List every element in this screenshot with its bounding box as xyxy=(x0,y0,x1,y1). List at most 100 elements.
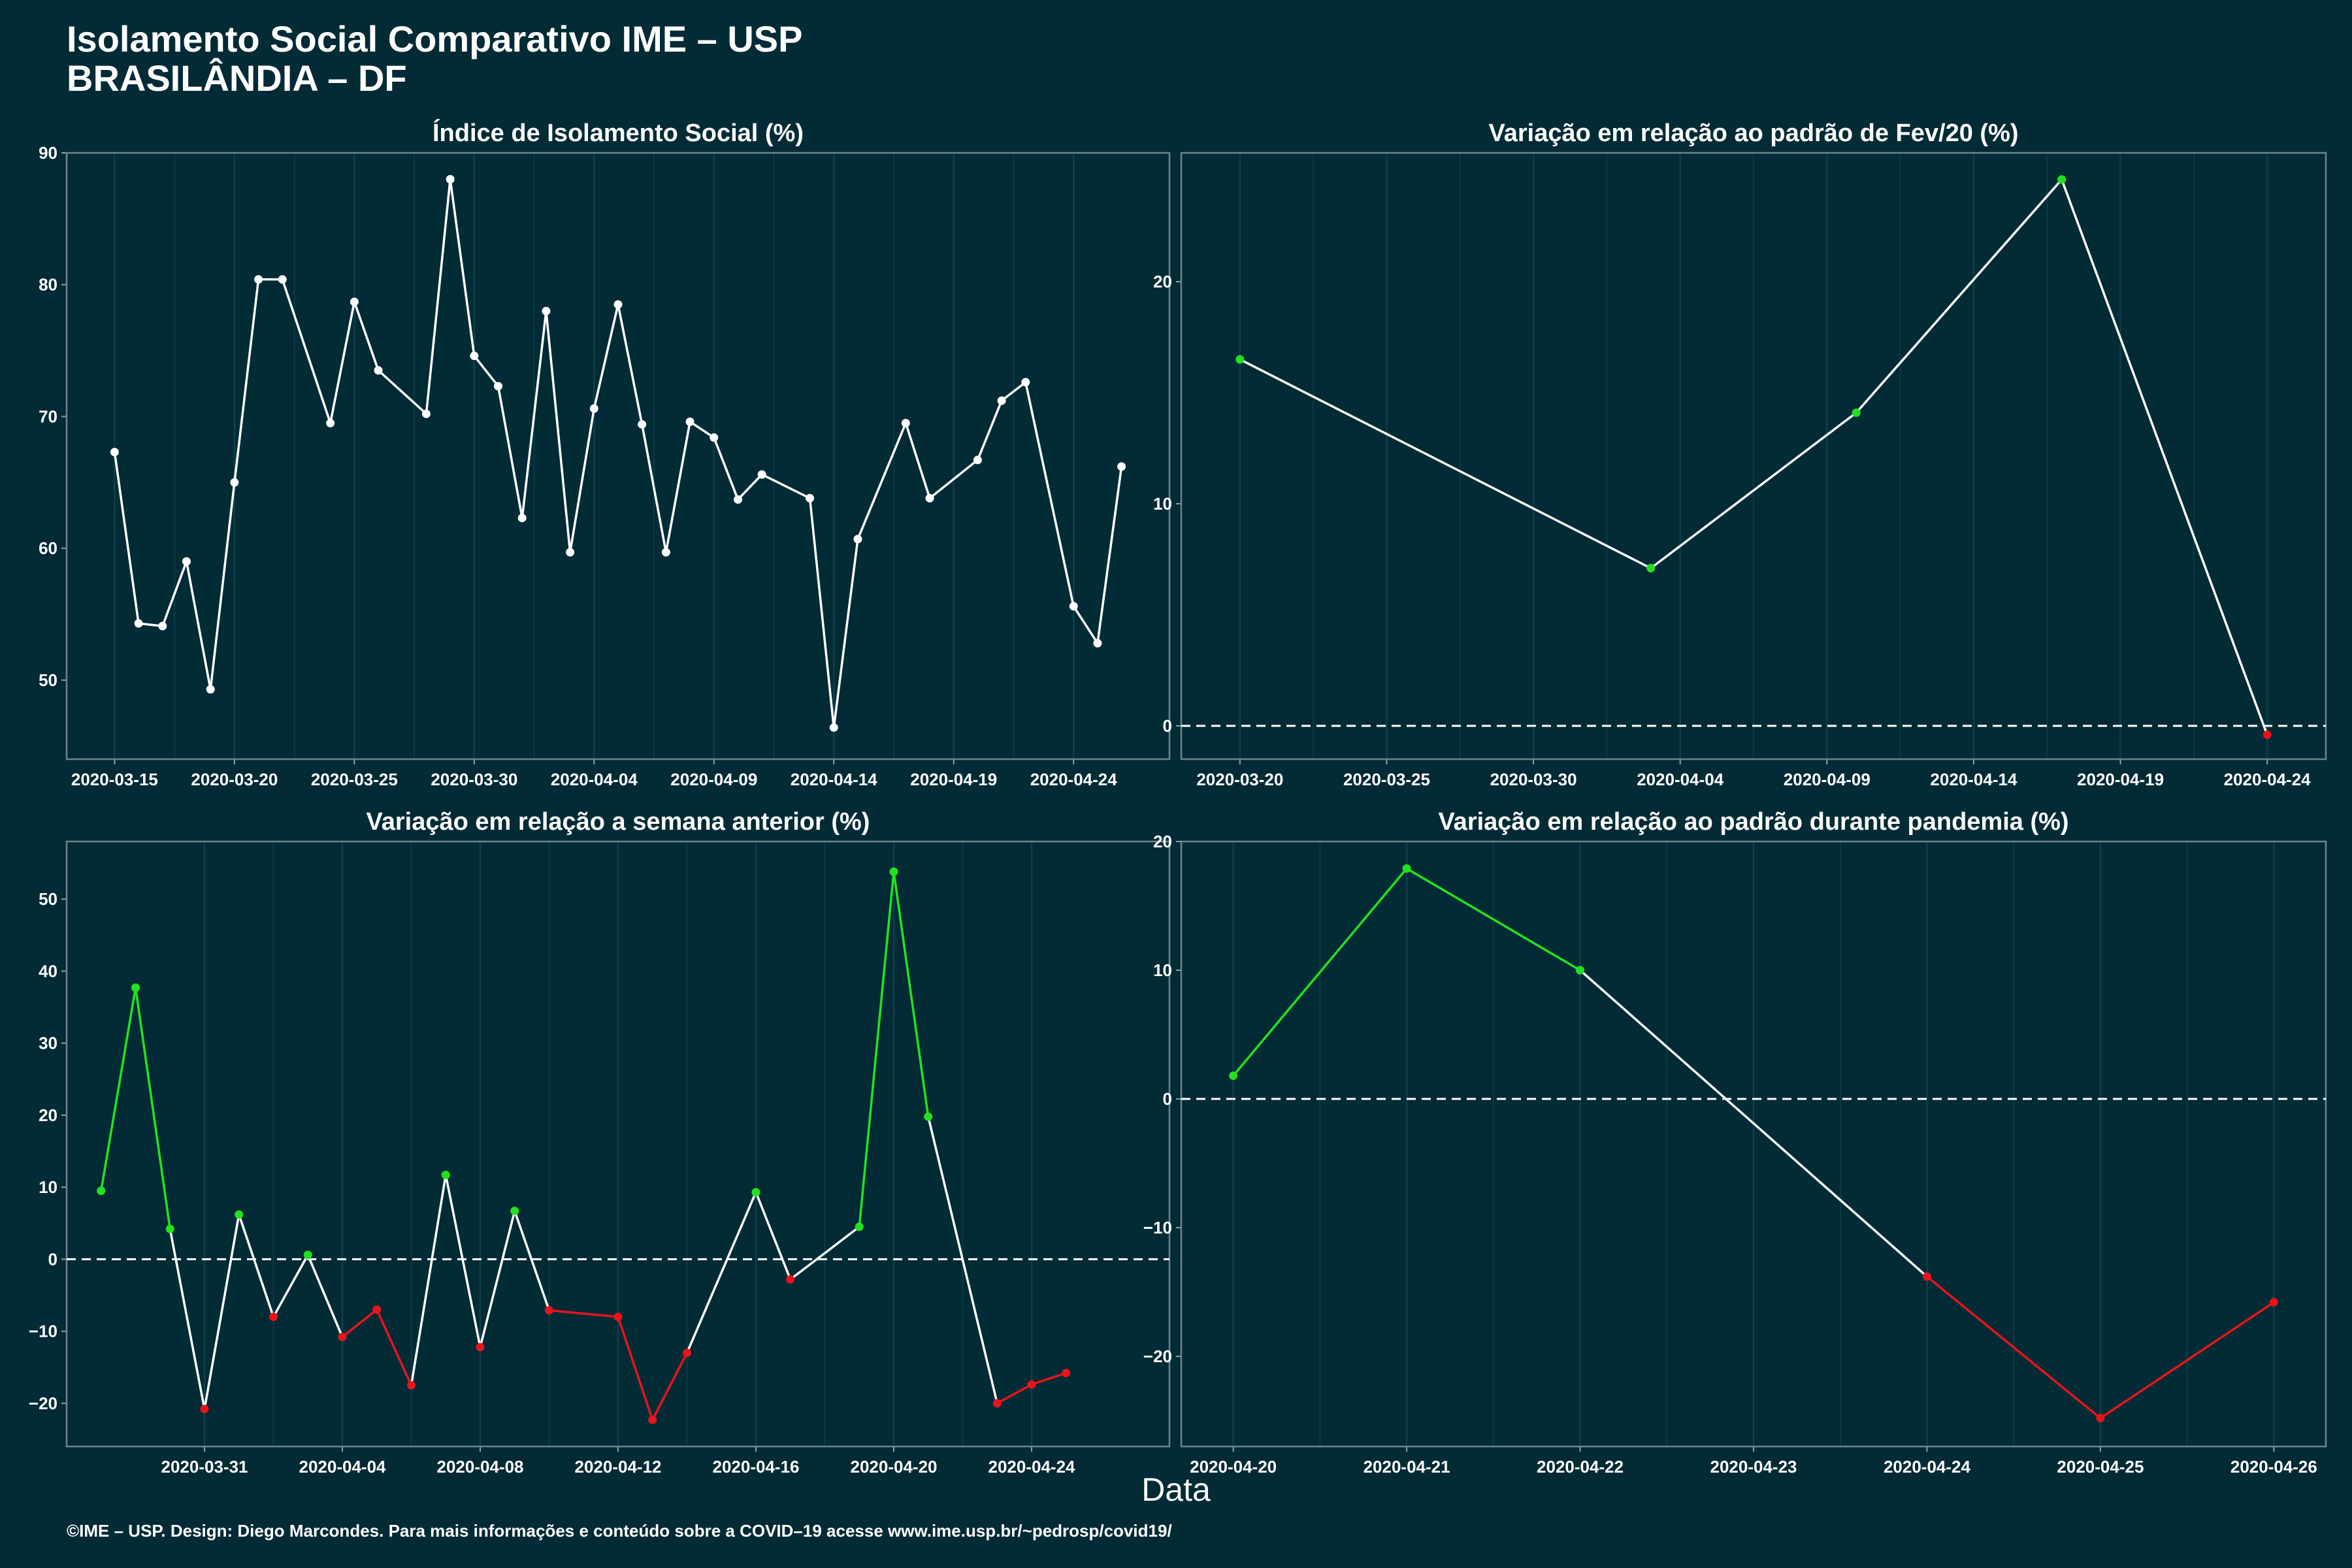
data-point xyxy=(973,455,982,465)
chart-pandemia: 2020-04-20 2020-04-21 2020-04-22 2020-04-23… xyxy=(1143,808,2327,1477)
data-point xyxy=(685,417,694,427)
data-point xyxy=(997,396,1006,405)
data-point xyxy=(131,983,140,992)
data-point xyxy=(1235,355,1245,364)
data-point xyxy=(638,420,647,429)
series-segment xyxy=(976,399,1003,461)
data-point xyxy=(338,1332,347,1341)
data-point xyxy=(407,1380,416,1390)
y-tick-label: 20 xyxy=(39,1105,57,1125)
data-point xyxy=(110,448,119,457)
series-segment xyxy=(272,1254,309,1318)
x-tick-label: 2020-04-14 xyxy=(791,770,878,789)
data-point xyxy=(374,366,383,375)
series-segment xyxy=(545,310,572,554)
series-segment xyxy=(713,436,740,501)
data-point xyxy=(613,300,623,309)
x-tick-label: 2020-03-30 xyxy=(1490,770,1577,789)
series-segment xyxy=(927,1115,998,1405)
x-tick-label: 2020-04-24 xyxy=(988,1457,1076,1477)
data-point xyxy=(1117,462,1126,471)
series-segment xyxy=(808,497,836,729)
data-point xyxy=(542,306,551,316)
series-segment xyxy=(238,1213,275,1318)
series-segment xyxy=(651,1351,689,1421)
data-point xyxy=(733,495,742,504)
series-segment xyxy=(1650,411,1857,570)
series-segment xyxy=(928,459,979,500)
data-point xyxy=(2269,1298,2278,1307)
data-point xyxy=(134,619,143,628)
x-tick-label: 2020-03-25 xyxy=(1343,770,1430,789)
x-tick-label: 2020-04-09 xyxy=(1784,770,1870,789)
data-point xyxy=(751,1188,760,1197)
data-point xyxy=(545,1306,553,1315)
series-segment xyxy=(353,301,380,372)
panel-border xyxy=(1180,152,2327,760)
y-tick-label: 20 xyxy=(1153,832,1172,851)
data-point xyxy=(421,409,431,418)
data-point xyxy=(710,433,719,442)
series-segment xyxy=(617,1315,654,1421)
data-point xyxy=(925,494,934,503)
x-tick-label: 2020-04-09 xyxy=(670,770,757,789)
y-tick-label: 0 xyxy=(1163,716,1172,736)
series-segment xyxy=(857,421,907,540)
series-segment xyxy=(1232,867,1408,1077)
chart-semana: 2020-03-31 2020-04-04 2020-04-08 2020-04-12… xyxy=(29,808,1171,1477)
series-segment xyxy=(233,278,260,484)
data-point xyxy=(235,1210,244,1219)
series-segment xyxy=(1030,1371,1068,1386)
data-point xyxy=(1069,602,1078,611)
y-tick-label: −10 xyxy=(29,1322,57,1341)
y-tick-label: 90 xyxy=(39,143,57,163)
series-segment xyxy=(892,870,930,1118)
data-point xyxy=(853,534,862,544)
series-segment xyxy=(736,473,763,501)
panel-border xyxy=(65,152,1171,760)
chart-fev: 2020-03-20 2020-03-25 2020-03-30 2020-04-04… xyxy=(1153,120,2327,789)
data-point xyxy=(1852,408,1861,417)
chart-title: Variação em relação ao padrão de Fev/20 … xyxy=(1488,120,2018,147)
x-tick-label: 2020-04-04 xyxy=(299,1457,387,1477)
data-point xyxy=(206,685,215,694)
y-tick-label: 40 xyxy=(39,961,57,981)
series-segment xyxy=(113,451,140,625)
data-point xyxy=(786,1275,795,1284)
data-point xyxy=(2096,1414,2105,1423)
x-tick-label: 2020-04-26 xyxy=(2230,1457,2317,1477)
series-segment xyxy=(689,420,715,439)
data-point xyxy=(648,1415,657,1424)
series-segment xyxy=(341,1308,378,1339)
x-tick-label: 2020-03-31 xyxy=(161,1457,248,1477)
data-point xyxy=(303,1250,312,1260)
series-segment xyxy=(760,473,811,500)
data-point xyxy=(2057,175,2066,184)
y-tick-label: 0 xyxy=(48,1249,57,1269)
y-tick-label: 60 xyxy=(39,538,57,558)
panel-border xyxy=(65,840,1171,1448)
x-tick-label: 2020-04-21 xyxy=(1364,1457,1450,1477)
series-segment xyxy=(203,1213,240,1411)
data-point xyxy=(589,404,598,413)
page-title: Isolamento Social Comparativo IME – USP xyxy=(67,18,803,59)
series-segment xyxy=(161,560,188,627)
data-point xyxy=(1027,1380,1036,1389)
y-tick-label: 50 xyxy=(39,670,57,690)
y-tick-label: 80 xyxy=(39,275,57,295)
series-segment xyxy=(185,560,212,691)
series-segment xyxy=(425,178,451,416)
series-segment xyxy=(664,420,691,554)
data-point xyxy=(1093,638,1102,647)
data-point xyxy=(441,1170,450,1179)
x-tick-label: 2020-04-22 xyxy=(1537,1457,1624,1477)
data-point xyxy=(806,494,815,503)
series-segment xyxy=(169,1228,206,1411)
y-tick-label: 70 xyxy=(39,406,57,426)
x-tick-label: 2020-04-08 xyxy=(437,1457,524,1477)
data-point xyxy=(757,470,766,479)
series-segment xyxy=(100,987,137,1192)
y-tick-label: −20 xyxy=(29,1394,57,1413)
series-segment xyxy=(1096,465,1123,645)
